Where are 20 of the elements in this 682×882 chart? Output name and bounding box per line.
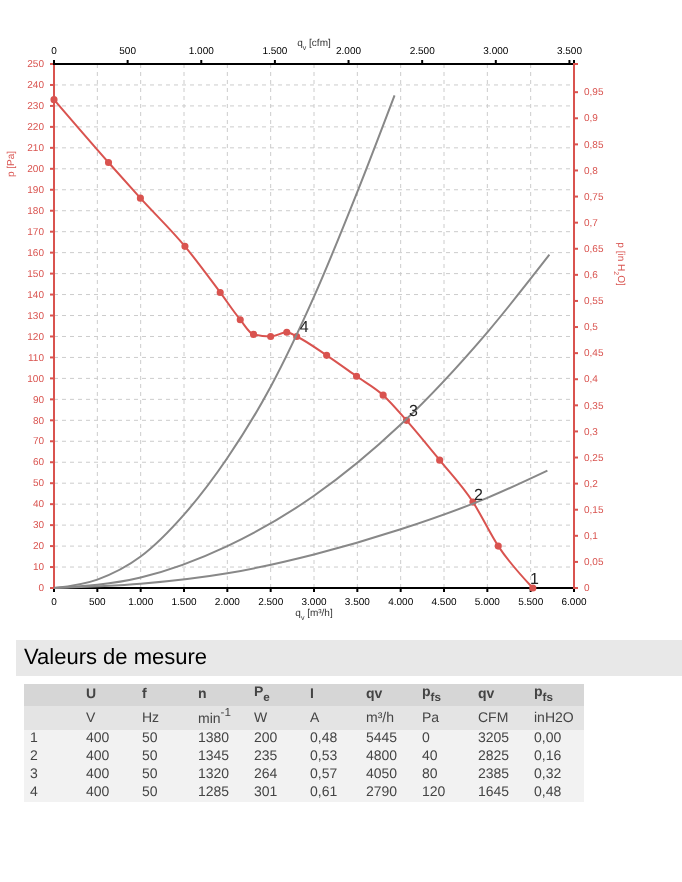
text: Valeurs de mesure	[16, 640, 682, 676]
annotation: 3	[409, 402, 419, 421]
point	[50, 96, 58, 104]
annotation: 2	[474, 486, 484, 505]
point	[352, 372, 361, 380]
annotation: 1	[529, 570, 540, 588]
point	[436, 456, 444, 464]
point	[104, 158, 113, 167]
point	[323, 351, 331, 359]
point	[216, 288, 224, 297]
point	[181, 242, 189, 250]
point	[379, 391, 387, 399]
point	[283, 328, 291, 336]
point	[236, 316, 244, 324]
point	[249, 330, 258, 338]
annotation: 4	[299, 318, 310, 337]
point	[136, 194, 144, 202]
point	[267, 332, 275, 341]
point	[529, 584, 537, 592]
point	[494, 542, 502, 550]
